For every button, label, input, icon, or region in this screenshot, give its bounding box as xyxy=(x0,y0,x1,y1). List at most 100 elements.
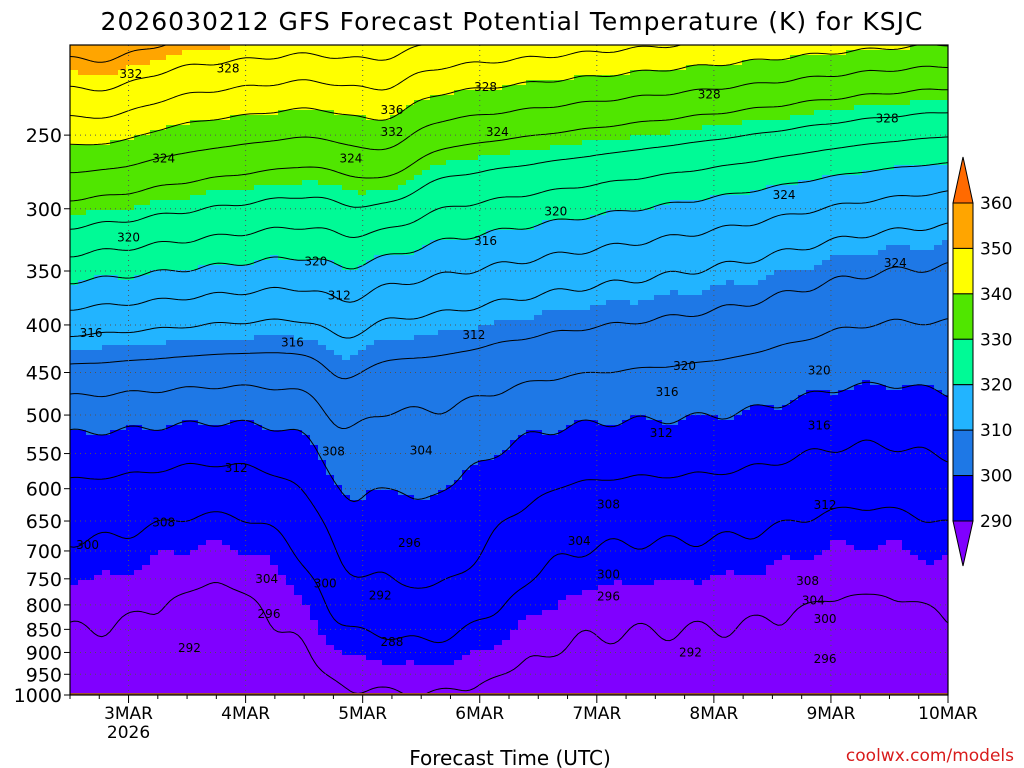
theta-cell xyxy=(166,155,175,161)
theta-cell xyxy=(254,115,263,121)
theta-cell xyxy=(318,240,327,246)
theta-cell xyxy=(414,155,423,161)
theta-cell xyxy=(622,50,631,56)
theta-cell xyxy=(494,110,503,116)
theta-cell xyxy=(294,55,303,61)
theta-cell xyxy=(190,160,199,166)
theta-cell xyxy=(806,260,815,266)
theta-cell xyxy=(526,220,535,226)
theta-cell xyxy=(550,135,559,141)
theta-cell xyxy=(598,80,607,86)
theta-cell xyxy=(798,120,807,126)
theta-cell xyxy=(326,235,335,241)
theta-cell xyxy=(726,195,735,201)
theta-cell xyxy=(934,130,943,136)
theta-cell xyxy=(502,185,511,191)
theta-cell xyxy=(302,170,311,176)
theta-cell xyxy=(278,45,287,51)
theta-cell xyxy=(686,95,695,101)
theta-cell xyxy=(102,70,111,76)
theta-cell xyxy=(894,230,903,236)
theta-cell xyxy=(238,70,247,76)
theta-cell xyxy=(942,250,948,256)
theta-cell xyxy=(598,120,607,126)
theta-cell xyxy=(374,160,383,166)
theta-cell xyxy=(446,250,455,256)
theta-cell xyxy=(654,135,663,141)
theta-cell xyxy=(662,240,671,246)
theta-cell xyxy=(726,70,735,76)
theta-cell xyxy=(334,110,343,116)
theta-cell xyxy=(78,255,87,261)
theta-cell xyxy=(862,55,871,61)
theta-cell xyxy=(318,115,327,121)
theta-cell xyxy=(398,225,407,231)
theta-cell xyxy=(750,140,759,146)
theta-cell xyxy=(350,265,359,271)
theta-cell xyxy=(262,180,271,186)
theta-cell xyxy=(790,245,799,251)
theta-cell xyxy=(574,260,583,266)
theta-cell xyxy=(94,190,103,196)
theta-cell xyxy=(198,240,207,246)
theta-cell xyxy=(830,105,839,111)
theta-cell xyxy=(782,200,791,206)
theta-cell xyxy=(382,215,391,221)
theta-cell xyxy=(302,245,311,251)
theta-cell xyxy=(678,210,687,216)
theta-cell xyxy=(158,85,167,91)
theta-cell xyxy=(462,260,471,266)
theta-cell xyxy=(198,260,207,266)
theta-cell xyxy=(294,240,303,246)
theta-cell xyxy=(638,130,647,136)
theta-cell xyxy=(454,70,463,76)
theta-cell xyxy=(606,160,615,166)
theta-cell xyxy=(294,175,303,181)
theta-cell xyxy=(526,110,535,116)
theta-cell xyxy=(150,160,159,166)
theta-cell xyxy=(222,155,231,161)
theta-cell xyxy=(574,175,583,181)
theta-cell xyxy=(350,170,359,176)
theta-cell xyxy=(478,60,487,66)
theta-cell xyxy=(934,85,943,91)
theta-cell xyxy=(702,190,711,196)
theta-cell xyxy=(422,125,431,131)
theta-cell xyxy=(102,105,111,111)
theta-cell xyxy=(238,210,247,216)
theta-cell xyxy=(590,60,599,66)
theta-cell xyxy=(526,80,535,86)
theta-cell xyxy=(614,260,623,266)
theta-cell xyxy=(382,170,391,176)
theta-cell xyxy=(462,105,471,111)
theta-cell xyxy=(78,75,87,81)
theta-cell xyxy=(366,165,375,171)
theta-cell xyxy=(862,225,871,231)
theta-cell xyxy=(854,140,863,146)
theta-cell xyxy=(662,50,671,56)
theta-cell xyxy=(414,75,423,81)
theta-cell xyxy=(382,45,391,51)
theta-cell xyxy=(302,265,311,271)
theta-cell xyxy=(70,235,79,241)
theta-cell xyxy=(222,240,231,246)
theta-cell xyxy=(838,90,847,96)
theta-cell xyxy=(318,155,327,161)
theta-cell xyxy=(830,165,839,171)
theta-cell xyxy=(230,255,239,261)
theta-cell xyxy=(678,120,687,126)
theta-cell xyxy=(78,180,87,186)
theta-cell xyxy=(422,235,431,241)
theta-cell xyxy=(270,240,279,246)
theta-cell xyxy=(206,85,215,91)
theta-cell xyxy=(870,180,879,186)
theta-cell xyxy=(118,185,127,191)
theta-cell xyxy=(78,115,87,121)
theta-cell xyxy=(166,110,175,116)
theta-cell xyxy=(390,245,399,251)
theta-cell xyxy=(550,100,559,106)
theta-cell xyxy=(470,225,479,231)
theta-cell xyxy=(774,125,783,131)
theta-cell xyxy=(582,175,591,181)
theta-cell xyxy=(190,175,199,181)
